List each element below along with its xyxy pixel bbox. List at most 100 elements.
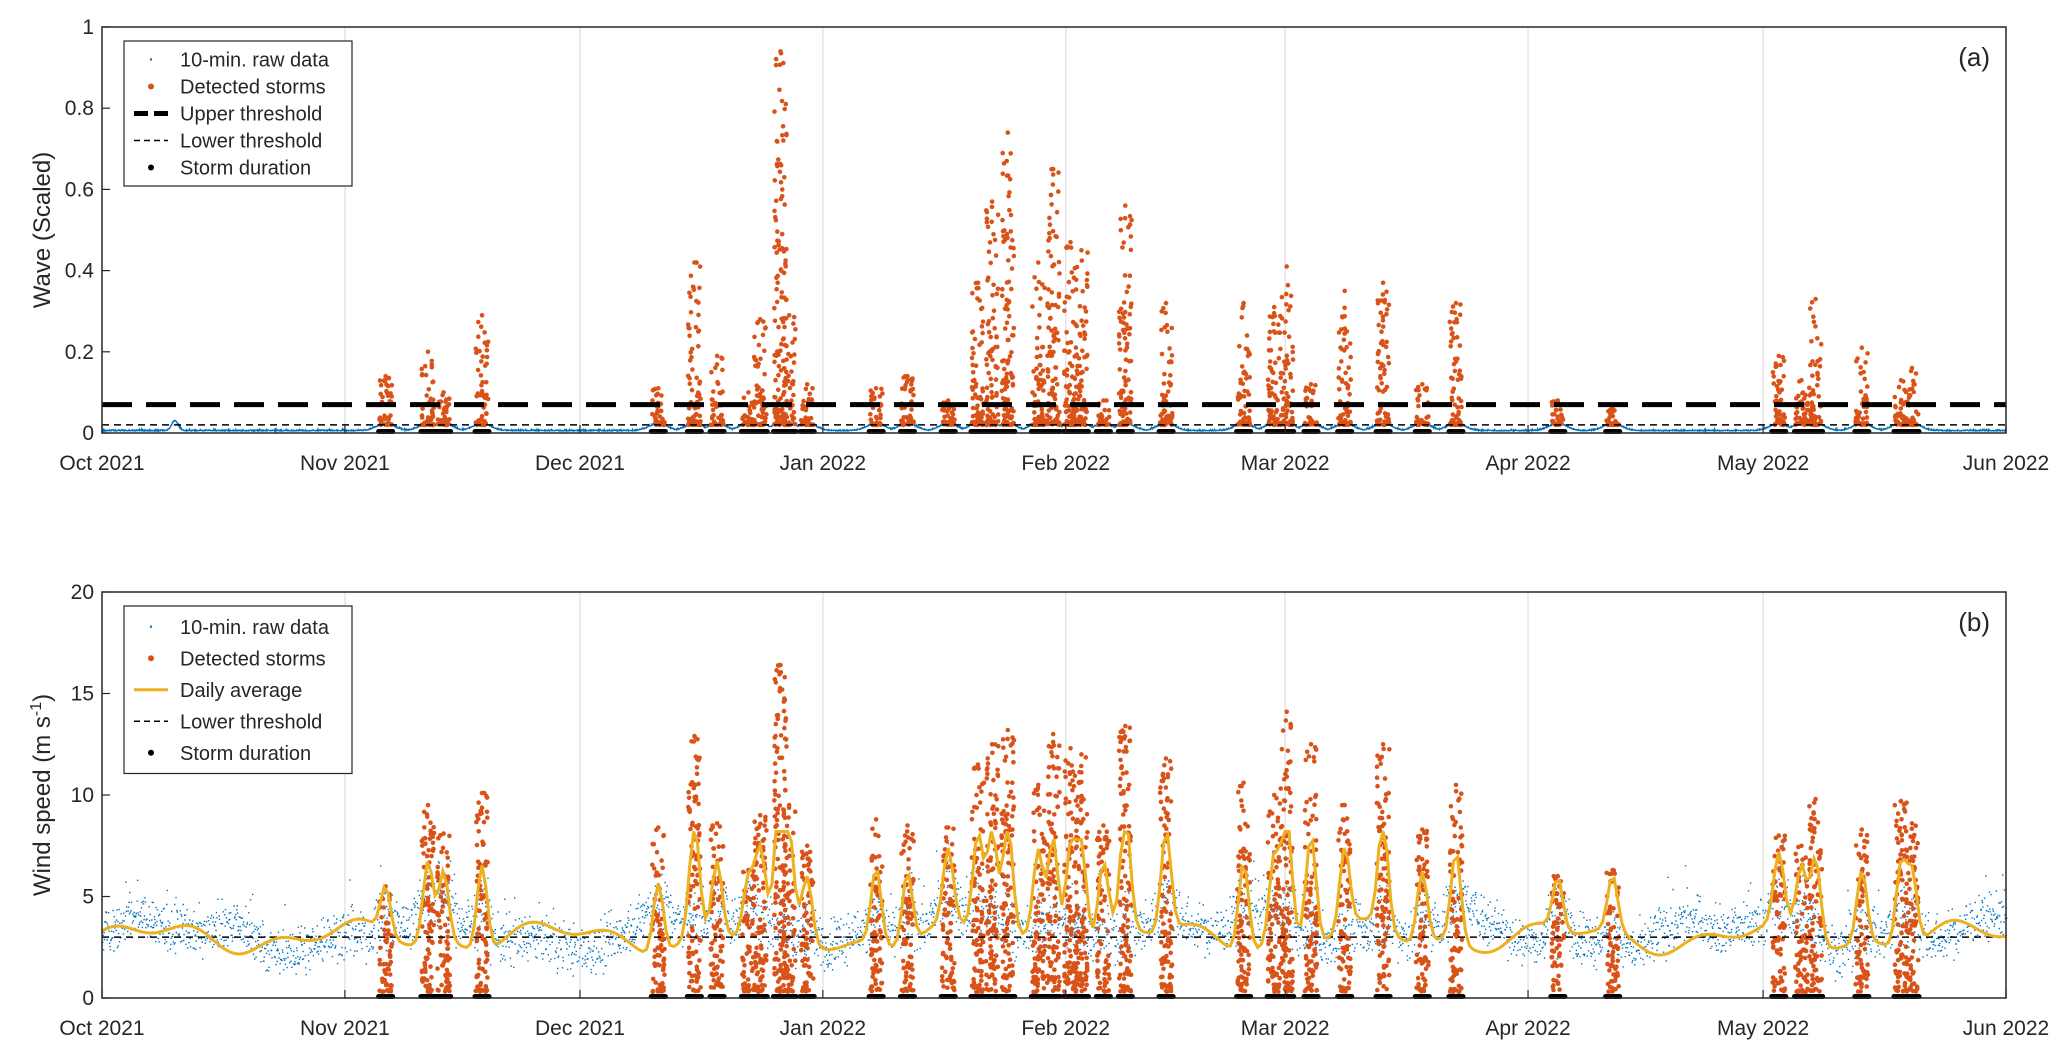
storm-point [985, 869, 991, 874]
storm-point [1271, 417, 1277, 422]
storm-cluster [419, 349, 437, 428]
storm-peak-point [1799, 377, 1804, 383]
storm-peak-point [975, 762, 981, 767]
storm-point [379, 989, 385, 994]
storm-point [1036, 386, 1041, 392]
storm-point [1000, 959, 1006, 965]
storm-point [1003, 406, 1009, 412]
storm-point [476, 800, 481, 805]
storm-point [761, 837, 767, 842]
storm-point [1276, 355, 1282, 361]
storm-point [689, 925, 695, 930]
storm-point [783, 258, 788, 263]
storm-point [774, 418, 780, 424]
storm-point [1101, 918, 1106, 923]
storm-point [1158, 785, 1163, 790]
storm-point [874, 963, 879, 968]
storm-point [776, 242, 781, 248]
storm-point [800, 958, 805, 964]
storm-point [1007, 957, 1013, 963]
storm-point [1044, 842, 1050, 847]
storm-point [1067, 904, 1072, 909]
storm-point [1075, 407, 1080, 413]
storm-point [754, 876, 760, 881]
storm-point [753, 363, 758, 369]
storm-point [1118, 216, 1123, 222]
storm-point [1107, 976, 1112, 981]
storm-point [1803, 392, 1808, 398]
storm-point [803, 386, 809, 392]
storm-point [1288, 375, 1294, 380]
storm-point [435, 870, 440, 875]
storm-point [1034, 335, 1040, 341]
storm-point [1782, 415, 1788, 420]
storm-point [1424, 385, 1430, 391]
storm-point [777, 888, 783, 893]
storm-point [716, 415, 721, 421]
storm-point [712, 953, 717, 958]
storm-point [1074, 890, 1079, 895]
storm-point [802, 980, 808, 986]
storm-point [385, 390, 390, 396]
storm-point [1348, 377, 1353, 382]
storm-point [756, 399, 762, 405]
storm-point [764, 412, 769, 417]
storm-point [1121, 300, 1127, 305]
storm-point [993, 825, 998, 831]
storm-point [382, 927, 387, 933]
storm-point [1815, 336, 1820, 341]
storm-peak-point [656, 825, 661, 830]
storm-point [478, 324, 484, 330]
storm-point [1449, 395, 1455, 401]
storm-point [1237, 824, 1242, 830]
storm-point [782, 106, 787, 112]
storm-point [1066, 965, 1071, 970]
storm-point [974, 792, 979, 798]
storm-point [1070, 778, 1075, 783]
storm-point [1269, 922, 1275, 927]
storm-point [698, 938, 703, 943]
storm-point [969, 816, 975, 822]
storm-point [1244, 333, 1250, 338]
storm-point [984, 216, 990, 221]
storm-point [1062, 950, 1067, 955]
storm-point [1118, 395, 1124, 401]
storm-point [1906, 395, 1912, 400]
storm-point [484, 793, 489, 799]
storm-point [1165, 413, 1171, 419]
storm-point [481, 819, 487, 825]
storm-point [1119, 420, 1125, 426]
storm-point [430, 411, 435, 417]
storm-point [1051, 349, 1056, 355]
storm-point [989, 204, 995, 210]
storm-point [1049, 290, 1055, 295]
storm-point [1613, 418, 1618, 424]
storm-point [1009, 286, 1014, 292]
storm-point [772, 761, 778, 766]
storm-point [1127, 725, 1133, 731]
storm-peak-point [1068, 239, 1073, 245]
storm-point [476, 319, 481, 325]
storm-point [718, 390, 723, 396]
storm-point [1053, 302, 1058, 308]
storm-point [1084, 965, 1090, 971]
storm-point [1005, 307, 1010, 312]
storm-point [1344, 410, 1349, 415]
storm-point [781, 768, 787, 774]
storm-point [1106, 408, 1112, 413]
storm-point [1105, 928, 1110, 934]
storm-point [1045, 303, 1050, 309]
storm-peak-point [425, 349, 431, 355]
storm-point [772, 735, 777, 740]
storm-point [388, 391, 393, 396]
storm-point [870, 826, 875, 831]
storm-point [1009, 414, 1015, 419]
storm-point [708, 827, 714, 832]
storm-point [1011, 804, 1017, 809]
storm-point [1283, 403, 1289, 409]
storm-point [476, 926, 482, 931]
storm-point [755, 387, 760, 392]
storm-point [1818, 341, 1824, 347]
storm-point [1386, 360, 1392, 366]
